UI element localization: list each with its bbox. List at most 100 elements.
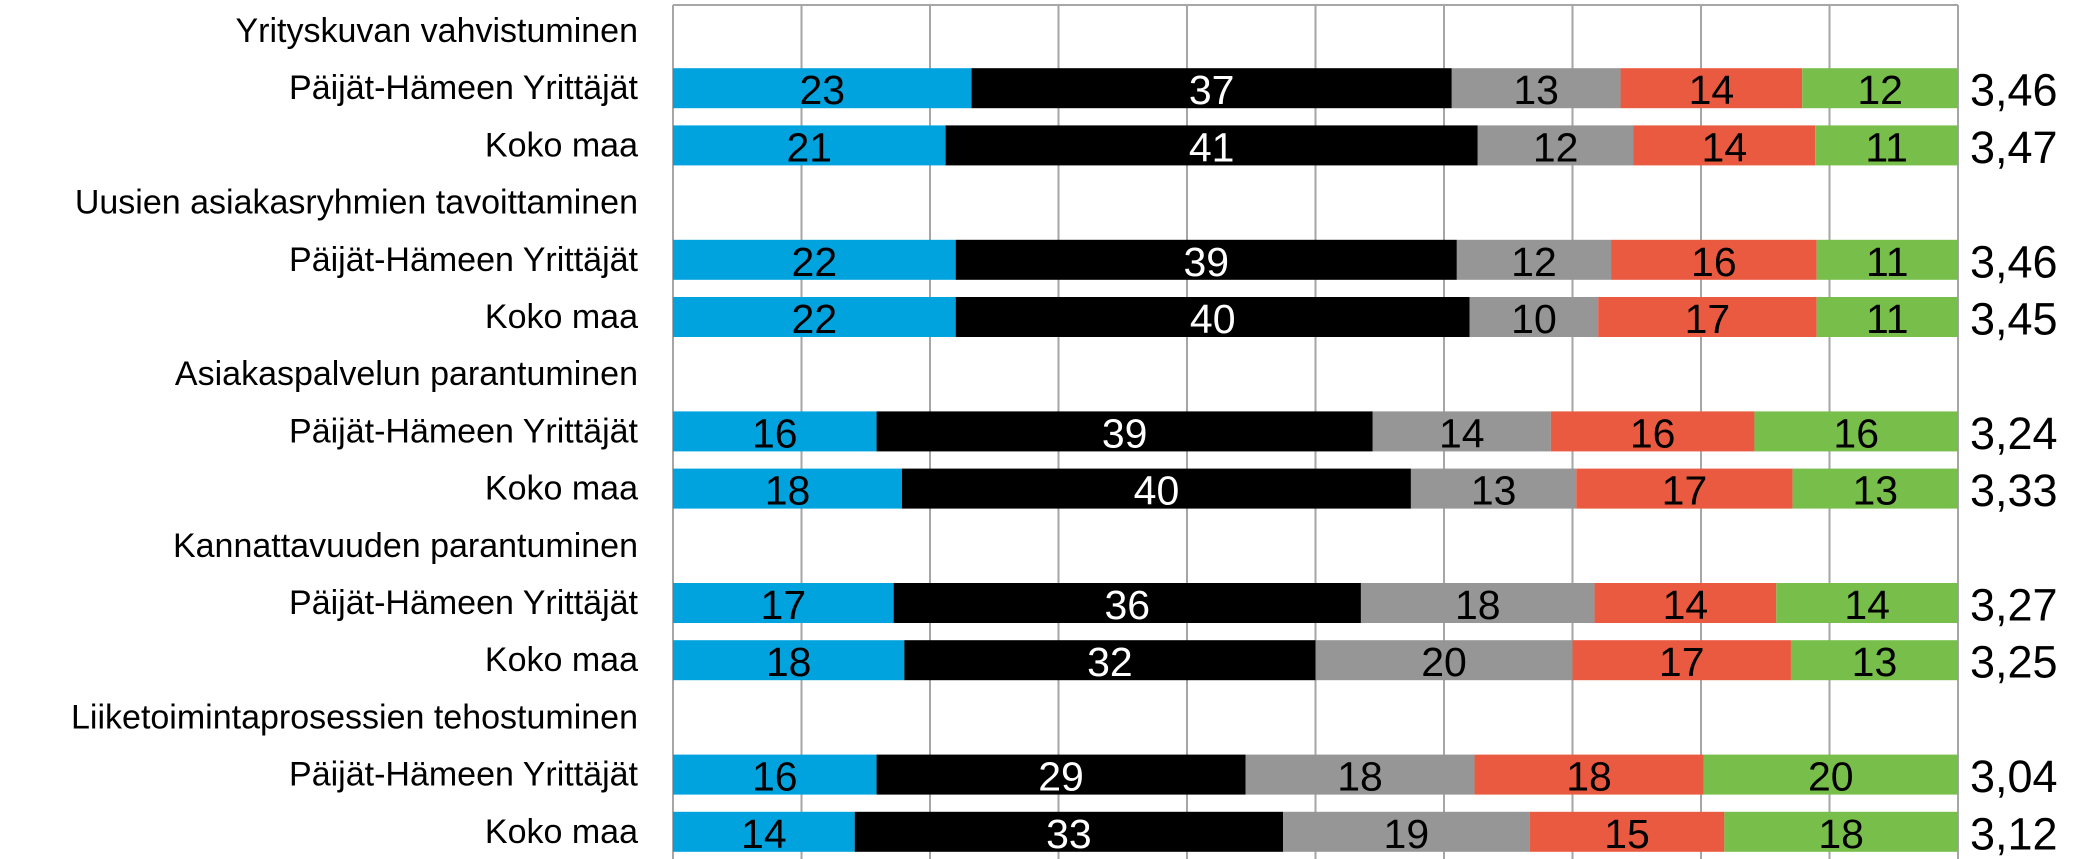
average-label: 3,45 [1970, 294, 2058, 345]
group-title: Uusien asiakasryhmien tavoittaminen [75, 184, 638, 222]
bar-segment [673, 754, 877, 795]
bar-data-label: 17 [1685, 296, 1731, 342]
row-label: Päijät-Hämeen Yrittäjät [289, 412, 639, 450]
bar-data-label: 21 [786, 124, 832, 170]
bar-segment [1315, 640, 1573, 681]
bar-segment [1474, 754, 1704, 795]
bar-data-label: 16 [752, 410, 798, 456]
average-label: 3,46 [1970, 236, 2058, 287]
bar-data-label: 40 [1190, 296, 1236, 342]
bar-segment [673, 811, 855, 852]
bar-data-label: 16 [1691, 239, 1737, 285]
bar-segment [673, 297, 956, 337]
row-label: Koko maa [485, 470, 638, 508]
bar-data-label: 18 [765, 468, 811, 514]
bar-data-label: 16 [1630, 410, 1676, 456]
group-title: Kannattavuuden parantuminen [173, 527, 638, 565]
bar-segment [904, 640, 1316, 681]
average-label: 3,47 [1970, 122, 2058, 173]
average-label: 3,04 [1970, 751, 2058, 802]
bar-segment [854, 811, 1284, 852]
bar-data-label: 14 [1844, 582, 1890, 628]
bar-data-label: 12 [1511, 239, 1557, 285]
bar-segment [673, 68, 972, 109]
average-label: 3,12 [1970, 808, 2058, 859]
bar-data-label: 23 [799, 67, 845, 113]
bar-segment [1572, 640, 1791, 681]
average-label: 3,25 [1970, 637, 2058, 688]
bar-data-label: 22 [792, 296, 838, 342]
bar-data-label: 14 [1663, 582, 1709, 628]
row-label: Koko maa [485, 641, 638, 679]
row-label: Koko maa [485, 126, 638, 164]
bar-segment [1620, 68, 1803, 109]
bar-segment [902, 468, 1411, 509]
bar-data-label: 13 [1852, 468, 1898, 514]
row-label: Koko maa [485, 813, 638, 851]
bar-data-label: 11 [1866, 239, 1909, 285]
bar-data-label: 18 [1455, 582, 1501, 628]
bar-data-label: 11 [1866, 296, 1909, 342]
bar-data-label: 22 [792, 239, 838, 285]
bar-segment [673, 583, 894, 623]
group-title: Asiakaspalvelun parantuminen [175, 355, 638, 393]
bar-segment [955, 297, 1470, 337]
bar-segment [1283, 811, 1530, 852]
bar-segment [673, 239, 956, 280]
row-label: Päijät-Hämeen Yrittäjät [289, 69, 639, 107]
bar-segment [893, 583, 1361, 623]
bars: 23 37 13 14 12 21 41 12 14 11 22 39 12 16 11 22 40 10 17 11… [673, 67, 1958, 857]
average-label: 3,24 [1970, 408, 2058, 459]
bar-segment [1802, 68, 1958, 109]
bar-data-label: 40 [1134, 468, 1180, 514]
bar-data-label: 16 [1833, 410, 1879, 456]
bar-data-label: 17 [761, 582, 807, 628]
bar-data-label: 14 [1439, 410, 1485, 456]
bar-data-label: 33 [1046, 811, 1092, 857]
bar-segment [1598, 297, 1817, 337]
row-label: Päijät-Hämeen Yrittäjät [289, 584, 639, 622]
bar-segment [876, 411, 1373, 452]
bar-segment [1410, 468, 1577, 509]
bar-segment [1372, 411, 1551, 452]
bar-segment [1815, 125, 1958, 166]
group-title: Liiketoimintaprosessien tehostuminen [71, 698, 638, 736]
row-label: Päijät-Hämeen Yrittäjät [289, 241, 639, 279]
bar-data-label: 14 [1702, 124, 1748, 170]
bar-data-label: 18 [1566, 754, 1612, 800]
bar-data-label: 18 [1337, 754, 1383, 800]
bar-data-label: 20 [1808, 754, 1854, 800]
bar-data-label: 18 [766, 639, 812, 685]
bar-segment [971, 68, 1452, 109]
bar-data-label: 12 [1533, 124, 1579, 170]
bar-data-label: 41 [1189, 124, 1235, 170]
bar-data-label: 17 [1662, 468, 1708, 514]
bar-data-label: 15 [1604, 811, 1650, 857]
bar-data-label: 19 [1384, 811, 1430, 857]
bar-data-label: 39 [1102, 410, 1148, 456]
bar-data-label: 13 [1513, 67, 1559, 113]
bar-segment [1816, 297, 1958, 337]
bar-segment [1703, 754, 1958, 795]
bar-segment [1529, 811, 1725, 852]
bar-segment [673, 125, 946, 166]
average-label: 3,33 [1970, 465, 2058, 516]
row-label: Koko maa [485, 298, 638, 336]
bar-segment [945, 125, 1478, 166]
bar-segment [1550, 411, 1755, 452]
bar-segment [1754, 411, 1958, 452]
bar-data-label: 13 [1852, 639, 1898, 685]
bar-data-label: 12 [1857, 67, 1903, 113]
bar-data-label: 29 [1038, 754, 1084, 800]
bar-data-label: 39 [1183, 239, 1229, 285]
bar-data-label: 10 [1511, 296, 1557, 342]
bar-data-label: 16 [752, 754, 798, 800]
bar-data-label: 14 [741, 811, 787, 857]
bar-segment [1724, 811, 1958, 852]
bar-segment [1469, 297, 1599, 337]
row-label: Päijät-Hämeen Yrittäjät [289, 756, 639, 794]
bar-segment [673, 411, 877, 452]
bar-segment [673, 468, 903, 509]
bar-segment [1792, 468, 1958, 509]
bar-data-label: 18 [1818, 811, 1864, 857]
